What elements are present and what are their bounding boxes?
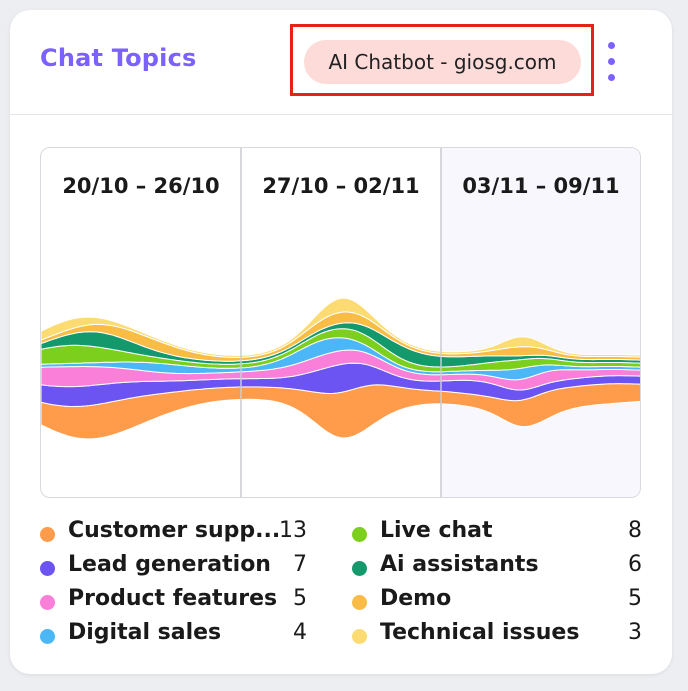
- legend-item-product-features[interactable]: Product features 5: [40, 584, 307, 618]
- legend-label: Customer supp...: [68, 518, 281, 543]
- week-label-3: 03/11 – 09/11: [462, 174, 620, 198]
- legend-dot: [352, 629, 367, 644]
- highlight-frame: [290, 24, 594, 96]
- stream-layer-7[interactable]: [41, 297, 641, 358]
- legend-label: Product features: [68, 586, 278, 611]
- legend-item-lead-generation[interactable]: Lead generation 7: [40, 550, 307, 584]
- legend-count: 6: [628, 552, 642, 577]
- legend-label: Digital sales: [68, 620, 222, 645]
- legend-count: 13: [279, 518, 307, 543]
- legend-dot: [40, 561, 55, 576]
- legend-count: 4: [293, 620, 307, 645]
- legend-dot: [40, 595, 55, 610]
- legend-item-demo[interactable]: Demo 5: [352, 584, 642, 618]
- legend-count: 8: [628, 518, 642, 543]
- legend-item-ai-assistants[interactable]: Ai assistants 6: [352, 550, 642, 584]
- week-label-2: 27/10 – 02/11: [262, 174, 420, 198]
- kebab-menu-icon[interactable]: [602, 42, 622, 82]
- legend-dot: [352, 561, 367, 576]
- streamgraph-chart: 20/10 – 26/10 27/10 – 02/11 03/11 – 09/1…: [40, 147, 641, 498]
- chart-legend: Customer supp... 13 Lead generation 7 Pr…: [40, 516, 650, 656]
- legend-item-technical-issues[interactable]: Technical issues 3: [352, 618, 642, 652]
- legend-item-digital-sales[interactable]: Digital sales 4: [40, 618, 307, 652]
- legend-dot: [352, 527, 367, 542]
- legend-count: 5: [628, 586, 642, 611]
- legend-count: 7: [293, 552, 307, 577]
- legend-label: Ai assistants: [380, 552, 539, 577]
- legend-item-live-chat[interactable]: Live chat 8: [352, 516, 642, 550]
- legend-item-customer-support[interactable]: Customer supp... 13: [40, 516, 307, 550]
- current-week-highlight: [441, 148, 640, 497]
- legend-dot: [352, 595, 367, 610]
- week-label-1: 20/10 – 26/10: [62, 174, 220, 198]
- legend-count: 3: [628, 620, 642, 645]
- legend-label: Live chat: [380, 518, 493, 543]
- legend-dot: [40, 629, 55, 644]
- legend-label: Technical issues: [380, 620, 580, 645]
- source-filter-pill[interactable]: AI Chatbot - giosg.com: [304, 40, 581, 84]
- legend-label: Demo: [380, 586, 452, 611]
- legend-count: 5: [293, 586, 307, 611]
- legend-label: Lead generation: [68, 552, 271, 577]
- streamgraph-svg: [41, 148, 641, 497]
- card-title: Chat Topics: [40, 44, 197, 72]
- chat-topics-card: Chat Topics AI Chatbot - giosg.com 20/10…: [10, 10, 672, 674]
- card-header: Chat Topics AI Chatbot - giosg.com: [10, 10, 672, 115]
- legend-dot: [40, 527, 55, 542]
